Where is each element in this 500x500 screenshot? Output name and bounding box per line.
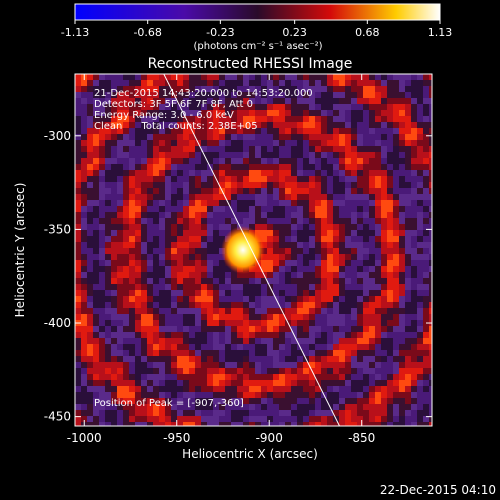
annotation-time-range: 21-Dec-2015 14:43:20.000 to 14:53:20.000 <box>94 88 313 99</box>
x-axis-label: Heliocentric X (arcsec) <box>182 447 318 461</box>
heatmap-cells <box>75 74 432 426</box>
x-tick-label: -1000 <box>67 431 102 445</box>
x-tick-label: -950 <box>163 431 190 445</box>
plot-frame <box>74 73 433 427</box>
peak-position-label: Position of Peak = [-907,-360] <box>94 398 244 409</box>
x-axis-ticks: -1000 -950 -900 -850 <box>67 74 375 445</box>
annotation-block: 21-Dec-2015 14:43:20.000 to 14:53:20.000… <box>94 88 313 132</box>
colorbar-tick-label: -0.68 <box>133 26 161 39</box>
chart-title: Reconstructed RHESSI Image <box>148 56 353 72</box>
solar-limb-line <box>163 74 340 426</box>
y-axis-label: Heliocentric Y (arcsec) <box>13 183 27 318</box>
x-tick-label: -900 <box>256 431 283 445</box>
y-tick-label: -400 <box>44 316 71 330</box>
colorbar <box>74 3 441 21</box>
peak-source <box>221 226 265 274</box>
annotation-detectors: Detectors: 3F 5F 6F 7F 8F, Att 0 <box>94 99 253 110</box>
y-tick-label: -350 <box>44 222 71 236</box>
annotation-energy-range: Energy Range: 3.0 - 6.0 keV <box>94 110 234 121</box>
colorbar-tick-label: -1.13 <box>61 26 89 39</box>
colorbar-tick-label: 0.68 <box>355 26 380 39</box>
colorbar-ticks: -1.13 -0.68 -0.23 0.23 0.68 1.13 <box>61 20 452 39</box>
y-tick-label: -450 <box>44 410 71 424</box>
y-axis-ticks: -300 -350 -400 -450 <box>44 129 432 424</box>
colorbar-tick-label: 0.23 <box>282 26 307 39</box>
colorbar-unit-label: (photons cm⁻² s⁻¹ asec⁻²) <box>193 41 322 52</box>
y-tick-label: -300 <box>44 129 71 143</box>
colorbar-tick-label: -0.23 <box>206 26 234 39</box>
annotation-clean-counts: Clean Total counts: 2.38E+05 <box>94 121 258 132</box>
x-tick-label: -850 <box>348 431 375 445</box>
colorbar-tick-label: 1.13 <box>428 26 453 39</box>
footer-timestamp: 22-Dec-2015 04:10 <box>380 483 496 497</box>
